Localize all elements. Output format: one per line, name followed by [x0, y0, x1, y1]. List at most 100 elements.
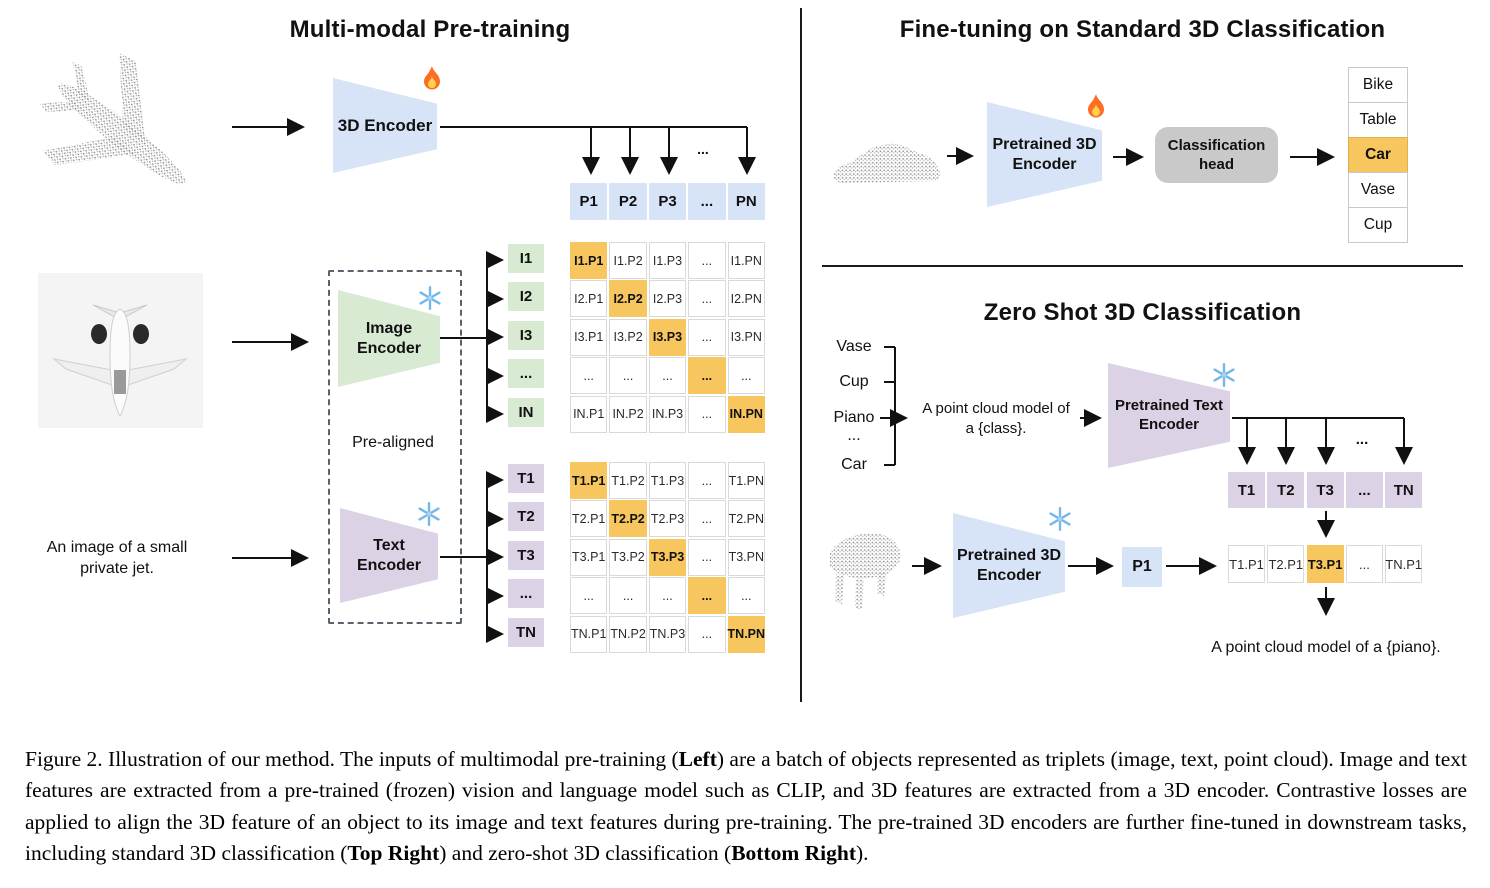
t-matrix-cell: T2.PN — [727, 500, 765, 538]
zeroshot-output-text: A point cloud model of a {piano}. — [1211, 639, 1441, 656]
i-matrix-cell: IN.P2 — [609, 395, 647, 433]
class-list-cell: Table — [1348, 102, 1408, 138]
t-header-cell: ... — [508, 579, 544, 609]
finetuning-title: Fine-tuning on Standard 3D Classificatio… — [899, 16, 1386, 43]
t-row-ellipsis: ... — [1355, 431, 1369, 448]
zeroshot-score-cell: TN.P1 — [1385, 545, 1423, 583]
figure-caption: Figure 2. Illustration of our method. Th… — [25, 744, 1467, 870]
i-header-cell: IN — [508, 397, 544, 427]
i-matrix-cell: ... — [727, 357, 765, 395]
class-list-cell: Vase — [1348, 172, 1408, 208]
caption-segment: ) and zero-shot 3D classification ( — [439, 841, 732, 865]
t-header-cell: T3 — [508, 540, 544, 570]
zeroshot-score-cell: T2.P1 — [1267, 545, 1305, 583]
p-row-cell: ... — [688, 183, 726, 220]
p1-feature-cell: P1 — [1122, 547, 1162, 587]
pre-aligned-box — [328, 270, 462, 624]
p-row-ellipsis: ... — [697, 141, 709, 157]
t-header-cell: T2 — [508, 502, 544, 532]
caption-bold-segment: Top Right — [347, 841, 440, 865]
t-matrix-cell: TN.P1 — [570, 615, 608, 653]
t-matrix-cell: ... — [688, 615, 726, 653]
t-matrix-cell: ... — [648, 577, 687, 615]
i-matrix-cell: ... — [570, 357, 608, 395]
snowflake-icon — [419, 285, 441, 311]
t-matrix-cell: T3.PN — [727, 538, 765, 576]
class-list-cell: Car — [1348, 137, 1408, 173]
t-matrix-cell: ... — [570, 577, 608, 615]
t-matrix-cell: ... — [688, 500, 726, 538]
3d-encoder-label: 3D Encoder — [337, 115, 433, 135]
i-matrix-cell: I2.P2 — [609, 280, 647, 318]
i-matrix-cell: ... — [688, 280, 726, 318]
vertical-divider — [800, 8, 802, 702]
zeroshot-class-label: Cup — [839, 373, 869, 390]
t-matrix-cell: T3.P2 — [609, 538, 647, 576]
caption-segment: ) are a batch of objects represented as … — [25, 746, 1467, 866]
i-matrix-cell: I2.P3 — [648, 280, 687, 318]
pretrained-text-encoder-label: Pretrained Text Encoder — [1114, 396, 1224, 433]
i-matrix-cell: I3.P2 — [609, 318, 647, 356]
figure-diagram: Multi-modal Pre-training Fine-tuning on … — [38, 8, 1463, 702]
snowflake-icon — [418, 501, 440, 527]
i-matrix-cell: IN.P1 — [570, 395, 608, 433]
zeroshot-t-cell: T2 — [1267, 472, 1305, 508]
t-matrix-cell: T3.P1 — [570, 538, 608, 576]
i-matrix-cell: ... — [688, 357, 726, 395]
i-matrix-cell: I2.PN — [727, 280, 765, 318]
zeroshot-3d-encoder-label: Pretrained 3D Encoder — [956, 546, 1062, 584]
classification-head-label: Classification head — [1167, 136, 1266, 174]
caption-bold-segment: Bottom Right — [731, 841, 857, 865]
p-row-cell: PN — [727, 183, 765, 220]
t-matrix-cell: T3.P3 — [648, 538, 687, 576]
zeroshot-t-cell: T1 — [1228, 472, 1265, 508]
i-matrix-cell: ... — [688, 242, 726, 279]
t-matrix-cell: T1.P1 — [570, 462, 608, 499]
zeroshot-t-cell: TN — [1385, 472, 1423, 508]
t-matrix-cell: ... — [727, 577, 765, 615]
t-header-cell: TN — [508, 617, 544, 647]
t-matrix-cell: T2.P2 — [609, 500, 647, 538]
text-encoder-label: Text Encoder — [356, 536, 421, 574]
caption-segment: ). — [856, 841, 869, 865]
class-list-cell: Bike — [1348, 67, 1408, 103]
i-matrix-cell: ... — [688, 395, 726, 433]
i-matrix-cell: IN.P3 — [648, 395, 687, 433]
t-matrix-cell: ... — [609, 577, 647, 615]
class-list-cell: Cup — [1348, 207, 1408, 243]
i-matrix-cell: I1.PN — [727, 242, 765, 279]
zeroshot-t-cell: ... — [1345, 472, 1383, 508]
i-matrix-cell: I3.PN — [727, 318, 765, 356]
zeroshot-score-cell: ... — [1345, 545, 1383, 583]
airplane-point-cloud — [39, 53, 186, 185]
i-matrix-cell: I2.P1 — [570, 280, 608, 318]
classification-head-block: Classification head — [1155, 127, 1278, 183]
pre-aligned-label: Pre-aligned — [352, 434, 434, 451]
t-matrix-cell: TN.P2 — [609, 615, 647, 653]
i-matrix-cell: I1.P3 — [648, 242, 687, 279]
i-matrix-cell: I3.P1 — [570, 318, 608, 356]
caption-segment: Figure 2. Illustration of our method. Th… — [25, 746, 679, 771]
caption-bold-segment: Left — [678, 746, 717, 771]
t-matrix-cell: ... — [688, 462, 726, 499]
t-matrix-cell: T1.PN — [727, 462, 765, 499]
car-point-cloud — [833, 143, 941, 183]
i-header-cell: I3 — [508, 320, 544, 350]
i-matrix-cell: ... — [648, 357, 687, 395]
snowflake-icon — [1213, 362, 1235, 388]
p-row-cell: P2 — [609, 183, 647, 220]
zeroshot-class-label: Car — [841, 456, 867, 473]
zeroshot-class-label: Vase — [836, 338, 872, 355]
i-matrix-cell: IN.PN — [727, 395, 765, 433]
image-encoder-label: Image Encoder — [356, 319, 421, 357]
t-matrix-cell: ... — [688, 538, 726, 576]
t-matrix-cell: T2.P1 — [570, 500, 608, 538]
i-matrix-cell: I1.P2 — [609, 242, 647, 279]
i-header-cell: I2 — [508, 282, 544, 312]
horizontal-divider — [822, 265, 1463, 267]
t-matrix-cell: TN.P3 — [648, 615, 687, 653]
t-matrix-cell: TN.PN — [728, 615, 765, 653]
zeroshot-title: Zero Shot 3D Classification — [983, 299, 1302, 326]
t-matrix-cell: T1.P3 — [648, 462, 687, 499]
zeroshot-class-label: ... — [847, 427, 861, 444]
